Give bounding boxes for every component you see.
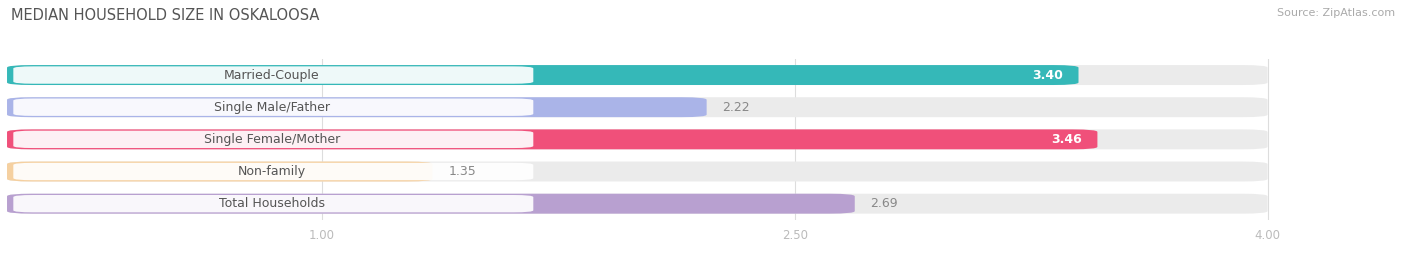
FancyBboxPatch shape [13, 163, 533, 180]
Text: Non-family: Non-family [238, 165, 307, 178]
FancyBboxPatch shape [13, 66, 533, 84]
Text: 3.40: 3.40 [1032, 69, 1063, 81]
FancyBboxPatch shape [7, 162, 1268, 181]
FancyBboxPatch shape [7, 65, 1078, 85]
Text: Source: ZipAtlas.com: Source: ZipAtlas.com [1277, 8, 1395, 18]
FancyBboxPatch shape [7, 129, 1098, 149]
FancyBboxPatch shape [7, 65, 1268, 85]
FancyBboxPatch shape [13, 195, 533, 212]
Text: 1.35: 1.35 [449, 165, 477, 178]
Text: 3.46: 3.46 [1050, 133, 1081, 146]
Text: Total Households: Total Households [219, 197, 325, 210]
FancyBboxPatch shape [13, 99, 533, 116]
FancyBboxPatch shape [7, 129, 1268, 149]
Text: 2.22: 2.22 [723, 101, 749, 114]
Text: Single Female/Mother: Single Female/Mother [204, 133, 340, 146]
FancyBboxPatch shape [7, 97, 707, 117]
FancyBboxPatch shape [7, 194, 855, 214]
Text: 2.69: 2.69 [870, 197, 898, 210]
Text: MEDIAN HOUSEHOLD SIZE IN OSKALOOSA: MEDIAN HOUSEHOLD SIZE IN OSKALOOSA [11, 8, 319, 23]
FancyBboxPatch shape [13, 131, 533, 148]
FancyBboxPatch shape [7, 97, 1268, 117]
Text: Married-Couple: Married-Couple [224, 69, 319, 81]
Text: Single Male/Father: Single Male/Father [214, 101, 330, 114]
FancyBboxPatch shape [7, 194, 1268, 214]
FancyBboxPatch shape [7, 162, 433, 181]
